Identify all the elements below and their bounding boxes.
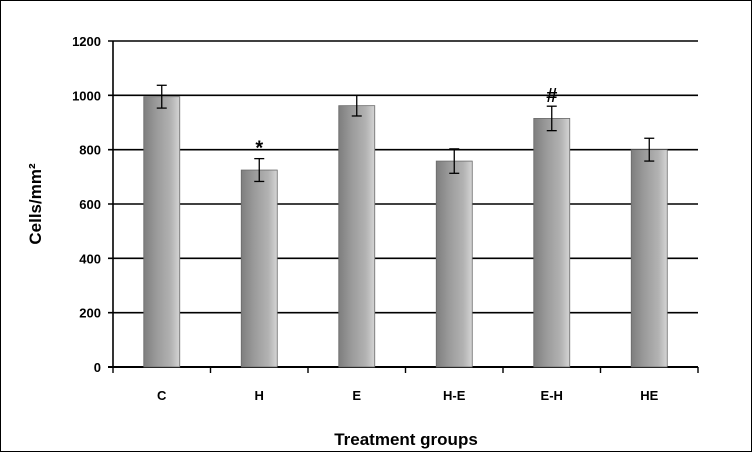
significance-mark: # [546, 85, 557, 107]
x-tick-label: H [255, 388, 264, 403]
x-tick-labels: C H E H-E E-H HE [157, 388, 659, 403]
bar [338, 105, 376, 368]
bar [240, 169, 278, 368]
y-tick-labels: 0 200 400 600 800 1000 1200 [72, 34, 101, 375]
bar [143, 96, 181, 368]
x-tick-label: E [352, 388, 361, 403]
bar [435, 160, 473, 368]
x-tick-label: C [157, 388, 167, 403]
y-tick-label: 600 [79, 197, 101, 212]
x-tick-label: H-E [443, 388, 466, 403]
y-tick-label: 1000 [72, 88, 101, 103]
bar [630, 149, 668, 368]
y-tick-label: 1200 [72, 34, 101, 49]
y-tick-label: 0 [94, 360, 101, 375]
y-tick-label: 800 [79, 143, 101, 158]
y-tick-label: 400 [79, 251, 101, 266]
gridlines [108, 40, 699, 373]
x-tick-label: E-H [541, 388, 563, 403]
error-bars [156, 84, 655, 183]
significance-mark: * [255, 138, 263, 160]
y-axis-title: Cells/mm² [26, 163, 45, 245]
bars [143, 96, 668, 368]
x-axis-title: Treatment groups [334, 430, 478, 449]
significance-marks: *# [255, 85, 557, 159]
bar [533, 118, 571, 368]
x-tick-label: HE [640, 388, 658, 403]
y-tick-label: 200 [79, 306, 101, 321]
